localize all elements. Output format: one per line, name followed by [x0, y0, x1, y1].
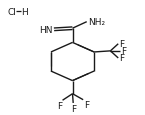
Text: F: F [71, 104, 76, 113]
Text: NH₂: NH₂ [88, 18, 105, 27]
Text: F: F [121, 47, 126, 56]
Text: HN: HN [39, 26, 53, 34]
Text: H: H [21, 8, 28, 17]
Text: F: F [119, 54, 124, 63]
Text: F: F [84, 100, 89, 109]
Text: F: F [57, 101, 62, 110]
Text: Cl: Cl [7, 8, 16, 17]
Text: F: F [119, 40, 124, 49]
